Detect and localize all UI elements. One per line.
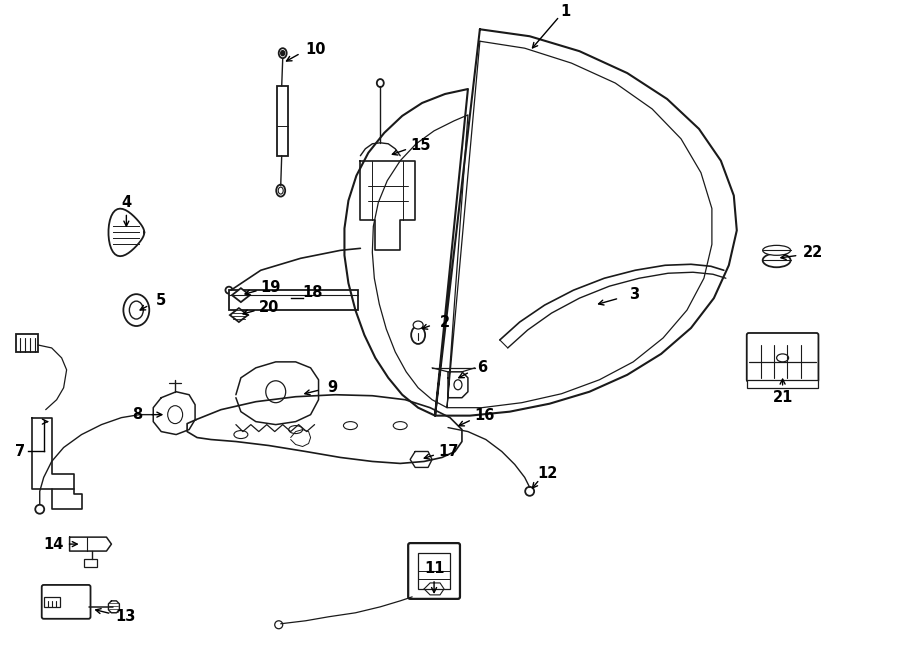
Text: 18: 18	[302, 285, 323, 299]
Ellipse shape	[266, 381, 285, 403]
Bar	[418, 553, 450, 589]
Text: 21: 21	[772, 390, 793, 405]
Bar	[747, 380, 818, 388]
Text: 10: 10	[305, 42, 326, 57]
Ellipse shape	[777, 354, 788, 362]
Ellipse shape	[411, 326, 425, 344]
Ellipse shape	[393, 422, 407, 430]
Text: 22: 22	[804, 245, 824, 260]
Ellipse shape	[123, 294, 149, 326]
Text: 5: 5	[156, 293, 166, 307]
Ellipse shape	[377, 79, 383, 87]
Polygon shape	[230, 308, 248, 322]
Text: 17: 17	[437, 444, 458, 459]
Text: 2: 2	[440, 315, 450, 330]
Ellipse shape	[274, 621, 283, 629]
Ellipse shape	[225, 287, 232, 293]
Text: 4: 4	[122, 195, 131, 210]
Text: 7: 7	[14, 444, 25, 459]
Text: 15: 15	[410, 138, 430, 153]
Text: 3: 3	[629, 287, 639, 301]
Text: 1: 1	[561, 4, 571, 19]
Ellipse shape	[413, 321, 423, 329]
FancyBboxPatch shape	[409, 543, 460, 599]
Ellipse shape	[278, 187, 284, 194]
Text: 14: 14	[43, 537, 64, 551]
Text: 13: 13	[115, 609, 136, 624]
Bar	[276, 86, 288, 156]
Text: 11: 11	[424, 561, 445, 576]
Ellipse shape	[35, 505, 44, 514]
Ellipse shape	[281, 51, 284, 56]
Ellipse shape	[526, 487, 534, 496]
Ellipse shape	[762, 253, 790, 267]
Polygon shape	[232, 288, 250, 302]
Bar	[229, 290, 358, 310]
FancyBboxPatch shape	[41, 585, 91, 619]
Ellipse shape	[454, 380, 462, 390]
Bar	[44, 597, 59, 607]
Ellipse shape	[276, 184, 285, 196]
Text: 16: 16	[474, 408, 495, 423]
Text: 9: 9	[328, 380, 338, 395]
Ellipse shape	[289, 426, 302, 434]
Ellipse shape	[167, 406, 183, 424]
Ellipse shape	[234, 430, 248, 438]
Text: 8: 8	[132, 407, 142, 422]
Bar	[16, 334, 38, 352]
Text: 6: 6	[477, 360, 487, 375]
FancyBboxPatch shape	[747, 333, 818, 382]
Text: 20: 20	[258, 299, 279, 315]
Ellipse shape	[130, 301, 143, 319]
Ellipse shape	[344, 422, 357, 430]
Bar	[84, 559, 97, 567]
Text: 12: 12	[537, 466, 558, 481]
Text: 19: 19	[261, 280, 281, 295]
Ellipse shape	[762, 245, 790, 255]
Ellipse shape	[279, 48, 287, 58]
